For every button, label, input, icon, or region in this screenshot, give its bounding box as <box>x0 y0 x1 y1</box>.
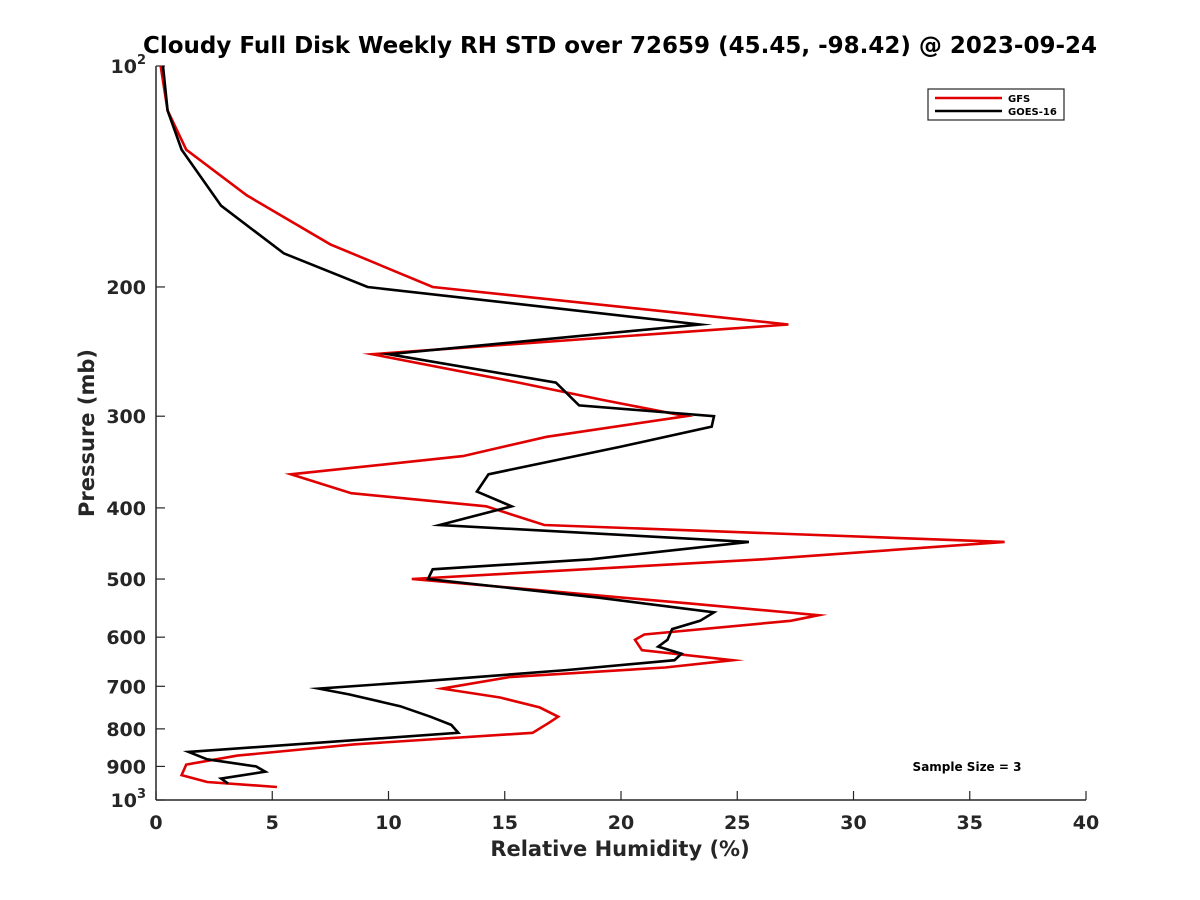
x-tick-label: 40 <box>1073 812 1099 834</box>
x-tick-label: 15 <box>492 812 518 834</box>
y-tick-label: 400 <box>106 498 146 520</box>
y-tick-label: 102 <box>111 53 147 78</box>
y-tick-base: 10 <box>111 790 137 812</box>
legend-label: GFS <box>1008 94 1030 105</box>
y-tick-label: 300 <box>106 406 146 428</box>
y-axis-label: Pressure (mb) <box>75 349 99 517</box>
x-tick-label: 10 <box>375 812 401 834</box>
plot-axes: 0 5 10 15 20 25 30 35 40102200300400500600700800… <box>106 53 1099 834</box>
series-layer <box>159 65 1005 789</box>
x-tick-label: 30 <box>840 812 866 834</box>
x-axis-label: Relative Humidity (%) <box>490 837 749 861</box>
sample-size-annotation: Sample Size = 3 <box>913 760 1022 774</box>
series-line-goes-16 <box>161 65 750 785</box>
y-tick-exponent: 2 <box>137 53 146 68</box>
x-tick-label: 5 <box>266 812 279 834</box>
series-line-gfs <box>159 65 1005 789</box>
y-tick-label: 800 <box>106 719 146 741</box>
x-tick-label: 25 <box>724 812 750 834</box>
legend-label: GOES-16 <box>1008 107 1057 118</box>
y-tick-label: 500 <box>106 569 146 591</box>
y-tick-label: 700 <box>106 676 146 698</box>
y-tick-label: 600 <box>106 627 146 649</box>
x-tick-label: 35 <box>957 812 983 834</box>
y-tick-label: 103 <box>111 787 147 812</box>
y-tick-exponent: 3 <box>137 787 146 802</box>
chart-title: Cloudy Full Disk Weekly RH STD over 7265… <box>143 33 1097 59</box>
y-tick-base: 10 <box>111 56 137 78</box>
x-tick-label: 20 <box>608 812 634 834</box>
y-tick-label: 900 <box>106 756 146 778</box>
y-tick-label: 200 <box>106 277 146 299</box>
legend-box <box>927 88 1065 121</box>
x-tick-label: 0 <box>149 812 162 834</box>
legend: GFS GOES-16 <box>927 88 1065 121</box>
